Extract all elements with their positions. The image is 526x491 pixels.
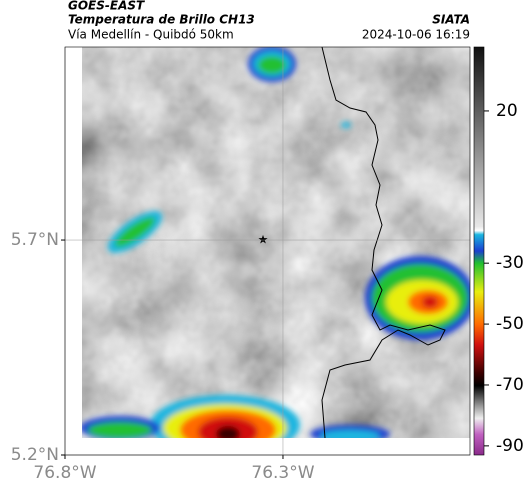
colorbar-tick-label: -30 — [496, 253, 524, 273]
city-marker: ★ — [258, 233, 269, 247]
route: Vía Medellín - Quibdó 50km — [68, 28, 234, 42]
y-tick-label: 5.7°N — [11, 230, 59, 250]
satellite: GOES-EAST — [68, 0, 145, 13]
x-tick-label: 76.8°W — [33, 463, 96, 483]
colorbar-tick-label: 20 — [496, 101, 518, 121]
colorbar-tick-label: -50 — [496, 314, 524, 334]
timestamp: 2024-10-06 16:19 — [362, 28, 470, 42]
source: SIATA — [432, 13, 470, 27]
colorbar-tick-label: -90 — [496, 436, 524, 456]
y-tick-label: 5.2°N — [11, 445, 59, 465]
cold-clouds — [82, 47, 470, 438]
colorbar-tick-label: -70 — [496, 375, 524, 395]
colorbar — [473, 46, 489, 456]
product: Temperatura de Brillo CH13 — [68, 13, 255, 27]
x-tick-label: 76.3°W — [251, 463, 314, 483]
boundary — [321, 47, 446, 438]
map: ★ — [61, 46, 471, 459]
